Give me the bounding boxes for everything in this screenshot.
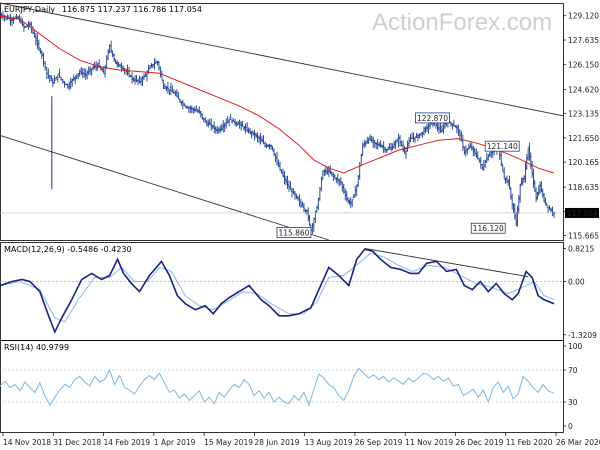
price-title: EURJPY,Daily [4, 5, 55, 14]
price-annotation-label-3: 115.860 [278, 228, 309, 237]
price-tick-label-2: 126.150 [568, 60, 599, 69]
x-tick-label-4: 15 May 2019 [204, 438, 253, 447]
panel-frame-2 [0, 340, 564, 433]
rsi-series [0, 367, 563, 407]
price-trendline-1 [0, 134, 329, 241]
price-tick-label-9: 115.665 [568, 232, 599, 241]
price-axis-ticks: 129.120 127.635 126.150 124.620 123.135 121.6… [0, 12, 599, 241]
price-trendline-0 [0, 2, 564, 117]
rsi-title: RSI(14) 40.9799 [4, 343, 69, 352]
x-tick-label-10: 11 Feb 2020 [506, 438, 553, 447]
price-tick-label-1: 127.635 [568, 36, 599, 45]
price-annotation-label-2: 116.120 [473, 224, 504, 233]
price-trendlines [0, 2, 564, 241]
x-tick-label-2: 14 Feb 2019 [104, 438, 151, 447]
rsi-panel: 100 70 30 0 RSI(14) 40.9799 [0, 342, 583, 431]
macd-panel: 0.8215 0.00 -1.3209 MACD(12,26,9) -0.5486 … [0, 244, 597, 340]
price-annotation-box-1 [484, 140, 520, 152]
macd-trendline [364, 248, 529, 278]
panel-frame-0 [0, 3, 564, 241]
price-tick-label-3: 124.620 [568, 85, 599, 94]
macd-line [0, 248, 555, 334]
price-annotations: 122.870 121.140 116.120 115.860 [276, 112, 520, 238]
x-tick-label-9: 26 Dec 2019 [455, 438, 503, 447]
last-price-label: 117.054 [567, 209, 598, 218]
macd-tick-label-0: 0.8215 [568, 244, 594, 253]
rsi-line [0, 367, 555, 407]
price-annotation-label-1: 121.140 [487, 142, 518, 151]
macd-axis-ticks: 0.8215 0.00 -1.3209 [563, 244, 597, 340]
price-series [0, 11, 556, 234]
last-price-box [565, 207, 599, 218]
x-axis-ticks: 14 Nov 2018 31 Dec 2018 14 Feb 2019 1 Apr 2… [2, 432, 600, 447]
price-tick-label-7: 118.635 [568, 183, 599, 192]
x-tick-label-7: 26 Sep 2019 [355, 438, 403, 447]
rsi-tick-label-1: 70 [568, 366, 578, 375]
x-tick-label-5: 28 Jun 2019 [254, 438, 299, 447]
price-ohlc-values: 116.875 117.237 116.786 117.054 [62, 5, 202, 14]
price-annotation-label-0: 122.870 [417, 114, 448, 123]
moving-average-line [0, 15, 555, 174]
rsi-tick-label-0: 100 [568, 342, 583, 351]
x-tick-label-0: 14 Nov 2018 [3, 438, 51, 447]
macd-series [0, 248, 563, 334]
price-panel: 122.870 121.140 116.120 115.860 129.120 127.… [0, 2, 599, 241]
price-tick-label-6: 120.165 [568, 158, 599, 167]
price-tick-label-4: 123.135 [568, 110, 599, 119]
macd-tick-label-2: -1.3209 [568, 331, 597, 340]
macd-tick-label-1: 0.00 [568, 278, 585, 287]
macd-title: MACD(12,26,9) -0.5486 -0.4230 [4, 245, 132, 254]
price-tick-label-0: 129.120 [568, 12, 599, 21]
panel-frames [0, 3, 564, 433]
moving-average [0, 15, 555, 174]
x-tick-label-8: 11 Nov 2019 [405, 438, 453, 447]
x-tick-label-1: 31 Dec 2018 [53, 438, 101, 447]
watermark: ActionForex.com [372, 9, 552, 36]
x-tick-label-6: 13 Aug 2019 [305, 438, 353, 447]
price-annotation-box-0 [415, 112, 450, 124]
price-annotation-box-3 [276, 227, 312, 238]
rsi-tick-label-3: 0 [568, 422, 573, 431]
price-tick-label-5: 121.650 [568, 134, 599, 143]
rsi-tick-label-2: 30 [568, 398, 578, 407]
price-annotation-box-2 [470, 222, 506, 234]
x-tick-label-3: 1 Apr 2019 [154, 438, 196, 447]
x-tick-label-11: 26 Mar 2020 [556, 438, 600, 447]
rsi-axis-ticks: 100 70 30 0 [563, 342, 583, 431]
macd-signal-line [0, 252, 555, 323]
